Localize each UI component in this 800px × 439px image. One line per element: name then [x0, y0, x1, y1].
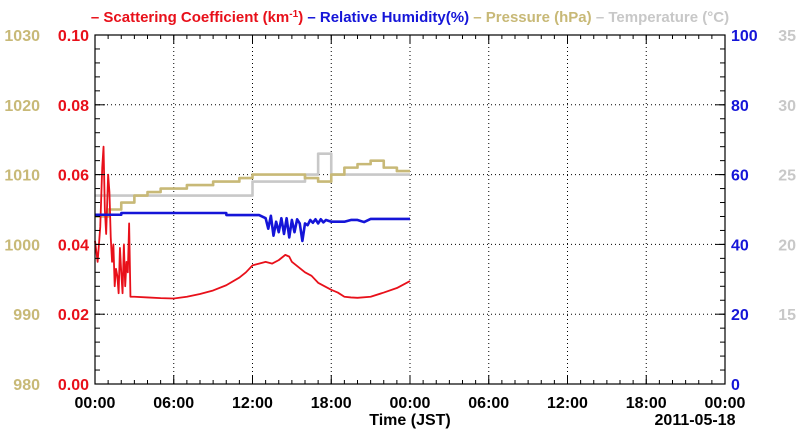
temperature-tick-label: 15 — [778, 307, 796, 324]
legend-sup-scatter: -1 — [289, 9, 298, 20]
legend-dash-scatter: – — [91, 9, 104, 26]
grid-layer — [95, 35, 725, 384]
date-label: 2011-05-18 — [655, 412, 736, 429]
temperature-tick-label: 25 — [778, 168, 796, 185]
temperature-tick-label: 20 — [778, 237, 796, 254]
legend-label-pressure: Pressure (hPa) — [486, 9, 592, 26]
humidity-tick-label: 40 — [731, 237, 749, 254]
series-pressure — [95, 159, 410, 218]
legend-dash-temperature: – — [592, 9, 609, 26]
x-tick-label: 12:00 — [547, 395, 588, 412]
humidity-tick-label: 60 — [731, 168, 749, 185]
series-scatter — [94, 145, 411, 300]
scatter-tick-label: 0.06 — [58, 168, 89, 185]
pressure-tick-label: 1020 — [4, 98, 40, 115]
legend-tail-scatter: ) — [298, 9, 303, 26]
scatter-tick-label: 0.04 — [58, 237, 89, 254]
humidity-tick-label: 0 — [731, 377, 740, 394]
pressure-tick-label: 1030 — [4, 28, 40, 45]
humidity-tick-label: 20 — [731, 307, 749, 324]
legend: – Scattering Coefficient (km-1) – Relati… — [91, 9, 729, 27]
legend-text: – Scattering Coefficient (km-1) – Relati… — [91, 9, 729, 27]
scatter-tick-label: 0.10 — [58, 28, 89, 45]
x-tick-label: 00:00 — [705, 395, 746, 412]
pressure-tick-label: 990 — [13, 307, 40, 324]
legend-label-humidity: Relative Humidity(%) — [320, 9, 469, 26]
scatter-tick-label: 0.02 — [58, 307, 89, 324]
x-tick-label: 12:00 — [232, 395, 273, 412]
pressure-tick-label: 1000 — [4, 237, 40, 254]
temperature-tick-label: 35 — [778, 28, 796, 45]
pressure-tick-label: 980 — [13, 377, 40, 394]
legend-dash-humidity: – — [303, 9, 320, 26]
x-tick-label: 18:00 — [311, 395, 352, 412]
humidity-tick-label: 80 — [731, 98, 749, 115]
scatter-tick-label: 0.08 — [58, 98, 89, 115]
scatter-tick-label: 0.00 — [58, 377, 89, 394]
axis-layer: 00:00 06:00 12:00 18:00 00:00 06:00 12:00 18:00… — [4, 28, 796, 412]
x-tick-label: 00:00 — [390, 395, 431, 412]
humidity-tick-label: 100 — [731, 28, 758, 45]
temperature-tick-label: 30 — [778, 98, 796, 115]
x-tick-label: 00:00 — [75, 395, 116, 412]
x-tick-label: 18:00 — [626, 395, 667, 412]
legend-dash-pressure: – — [469, 9, 486, 26]
x-tick-label: 06:00 — [468, 395, 509, 412]
series-humidity — [95, 211, 410, 243]
pressure-tick-label: 1010 — [4, 168, 40, 185]
legend-label-scatter: Scattering Coefficient (km — [103, 9, 289, 26]
series-temperature — [95, 152, 410, 197]
series-layer — [94, 145, 411, 300]
x-tick-label: 06:00 — [153, 395, 194, 412]
legend-label-temperature: Temperature (°C) — [608, 9, 729, 26]
x-axis-label: Time (JST) — [369, 412, 451, 429]
